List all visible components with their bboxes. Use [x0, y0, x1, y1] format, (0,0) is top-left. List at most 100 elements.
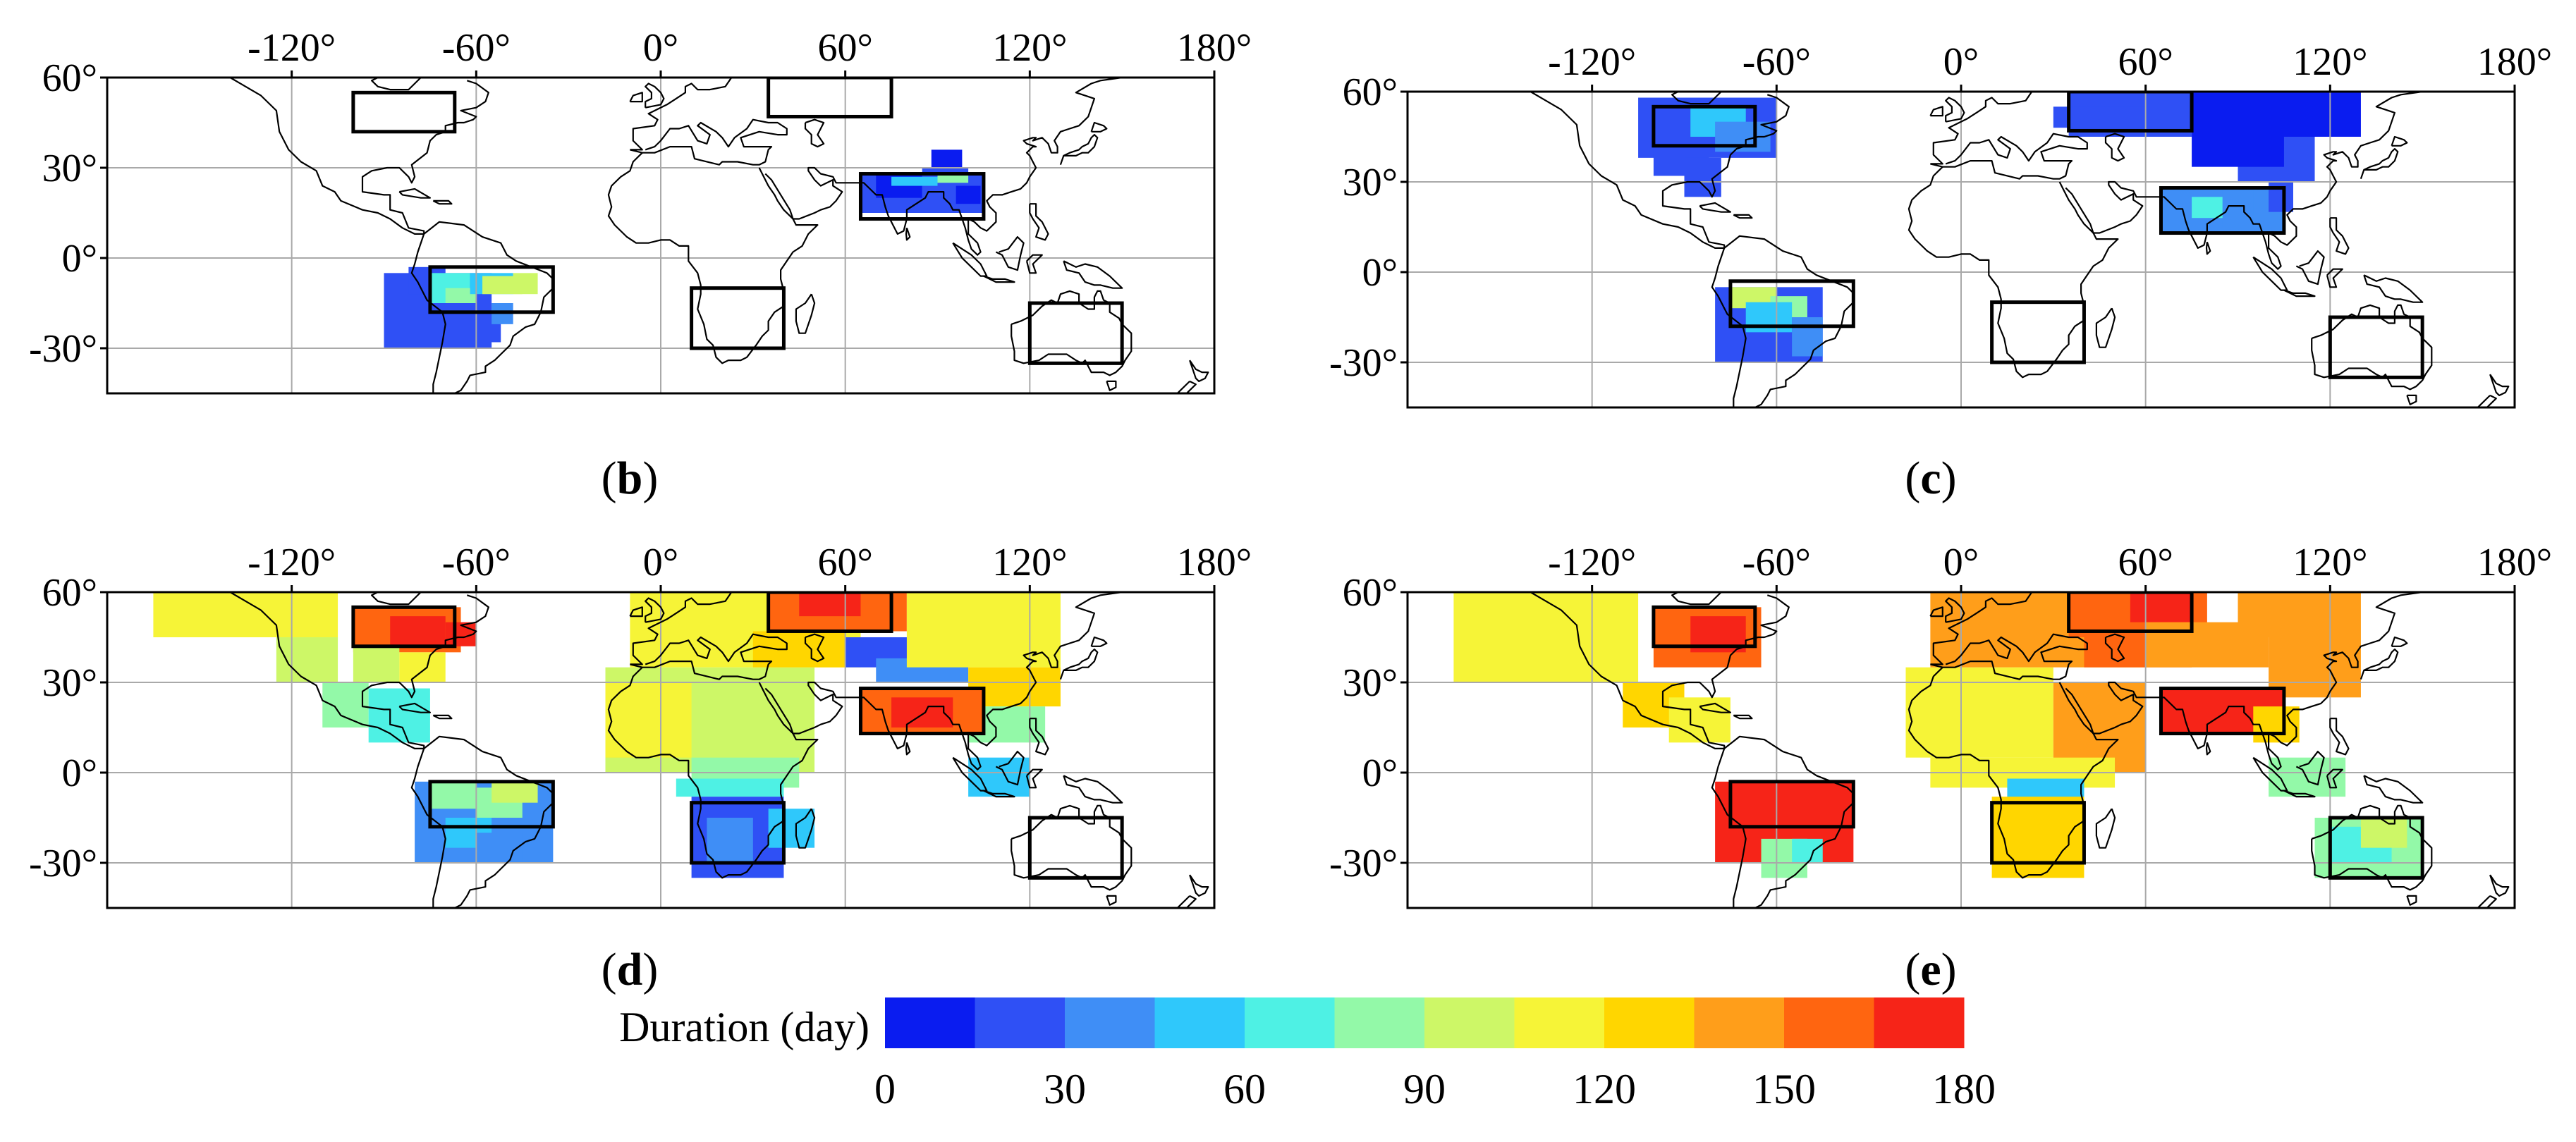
coastline — [2065, 592, 2442, 770]
coastline — [1059, 649, 1099, 680]
region-box-south-america — [428, 265, 555, 314]
duration-cell — [2253, 706, 2300, 743]
colorbar-swatch — [885, 997, 975, 1048]
panel-label-e: (e) — [1905, 944, 1956, 995]
region-box-australia — [2328, 315, 2424, 379]
lon-tick-label: 180° — [1177, 541, 1252, 584]
coastline — [2252, 256, 2288, 291]
coastline — [1176, 380, 1197, 393]
lat-tick-label: 30° — [42, 147, 97, 190]
region-box-south-asia — [858, 687, 986, 736]
panel-label-c: (c) — [1905, 453, 1956, 504]
lon-tick-label: -120° — [248, 541, 336, 584]
coastline — [1733, 714, 1753, 720]
lon-tick-label: 180° — [1177, 26, 1252, 70]
lon-tick-label: -60° — [442, 26, 511, 70]
coastline — [1063, 775, 1123, 804]
coastline — [2311, 804, 2433, 891]
duration-cell — [906, 592, 1061, 668]
coastline — [607, 152, 819, 364]
region-box-north-america — [1652, 104, 1757, 148]
map-panels: -120° -60° 0° 60° 120° 180°60°30°0°-30°(b)-12… — [29, 26, 2552, 995]
coastline — [2104, 633, 2125, 663]
coastline — [2295, 751, 2325, 786]
lon-tick-label: 0° — [643, 541, 678, 584]
coastline — [167, 78, 489, 235]
duration-cell — [429, 781, 477, 809]
duration-cell — [1792, 317, 1823, 357]
colorbar-swatch — [1245, 997, 1335, 1048]
coastline — [432, 714, 453, 720]
duration-cell — [153, 592, 338, 637]
coastline — [630, 592, 733, 665]
coastline — [1467, 592, 1790, 749]
coastline — [371, 78, 422, 91]
lon-tick-label: 180° — [2477, 541, 2552, 584]
coastline — [2477, 895, 2497, 908]
region-box-north-america — [351, 90, 457, 134]
colorbar-tick-label: 120 — [1573, 1066, 1636, 1112]
coastline — [2065, 92, 2442, 270]
region-box-australia — [2328, 816, 2424, 880]
lat-tick-label: 60° — [42, 571, 97, 615]
coastline — [2104, 133, 2125, 162]
lon-tick-label: -120° — [1548, 541, 1636, 584]
lat-tick-label: 0° — [62, 237, 97, 281]
lat-tick-label: 0° — [1362, 751, 1398, 795]
coastline — [607, 666, 819, 879]
lon-tick-label: 60° — [817, 541, 872, 584]
lon-tick-label: 60° — [2118, 40, 2173, 84]
lon-tick-label: 60° — [2118, 541, 2173, 584]
coastline — [1011, 804, 1133, 891]
region-box-north-america — [1652, 605, 1757, 649]
coastline — [2205, 241, 2211, 255]
coastline — [2283, 790, 2316, 798]
coastline — [1671, 92, 1722, 105]
coastline — [1059, 134, 1099, 166]
coastlines — [167, 592, 1209, 908]
coastline — [645, 82, 665, 109]
coastline — [1189, 360, 1209, 382]
region-box-south-asia — [2159, 186, 2286, 235]
coastline — [1189, 874, 1209, 897]
duration-cell — [322, 682, 369, 727]
map-panel-d: -120° -60° 0° 60° 120° 180° 60° 30° 0° -30° (d) — [29, 541, 1252, 995]
duration-cell — [2360, 818, 2407, 848]
coastline — [2326, 268, 2343, 288]
duration-cell — [937, 173, 969, 183]
coastline — [905, 742, 911, 756]
lat-tick-label: 0° — [1362, 251, 1398, 295]
study-regions — [1652, 592, 2424, 880]
colorbar-swatch — [1874, 997, 1965, 1048]
coastline — [952, 242, 988, 277]
coastline — [410, 748, 446, 908]
region-box-southern-africa — [690, 286, 786, 350]
coastline — [630, 118, 788, 166]
duration-cell — [1905, 667, 2053, 758]
coastline — [2477, 394, 2497, 407]
duration-cell — [956, 185, 981, 204]
coastline — [995, 751, 1025, 786]
lat-tick-label: 30° — [1343, 161, 1398, 204]
colorbar-tick-label: 60 — [1223, 1066, 1266, 1112]
map-panel-c: -120° -60° 0° 60° 120° 180° 60° 30° 0° -30° (c) — [1329, 40, 2552, 504]
region-box-southern-africa — [1990, 801, 2086, 865]
region-box-south-asia — [2159, 687, 2286, 736]
lon-tick-label: -60° — [1742, 541, 1811, 584]
coastline — [2489, 874, 2510, 897]
study-regions — [351, 592, 1124, 880]
coastline — [995, 236, 1025, 271]
coastline — [1011, 290, 1133, 376]
region-box-australia — [1027, 301, 1124, 365]
colorbar: Duration (day)0 30 60 90 120 150 180 — [619, 997, 1996, 1112]
coastline — [1106, 895, 1117, 906]
coastline — [1025, 254, 1043, 274]
coastline — [1945, 97, 1965, 123]
map-panel-b: -120° -60° 0° 60° 120° 180° 60° 30° 0° -30° (b) — [29, 26, 1252, 504]
coastline — [1930, 633, 2088, 680]
lon-tick-label: -120° — [248, 26, 336, 70]
region-box-southern-africa — [690, 801, 786, 865]
coastline — [804, 118, 825, 148]
colorbar-tick-label: 180 — [1932, 1066, 1996, 1112]
